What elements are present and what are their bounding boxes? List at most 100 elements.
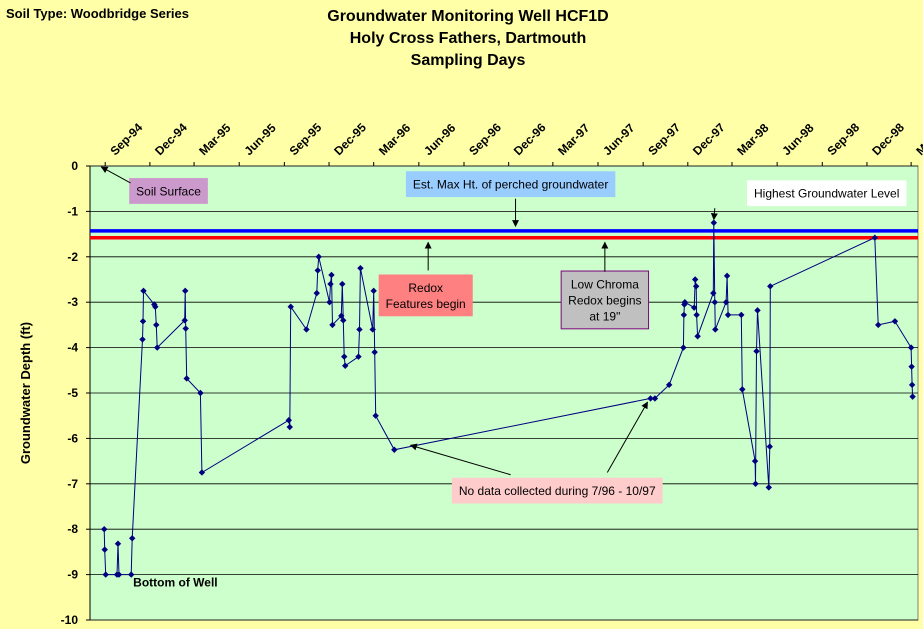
data-point-55 xyxy=(693,311,700,319)
annotation-no-data-arrow-2 xyxy=(606,401,648,473)
data-point-28 xyxy=(326,299,333,306)
data-point-69 xyxy=(754,307,761,314)
x-tick-label-5: Dec-95 xyxy=(331,120,369,158)
data-point-9 xyxy=(139,318,147,325)
data-point-12 xyxy=(152,303,159,310)
annotation-soil-surface-arrow xyxy=(100,166,131,184)
data-point-34 xyxy=(340,317,347,324)
data-point-76 xyxy=(907,344,915,351)
annotation-highest-gw-arrow xyxy=(710,208,718,221)
data-point-41 xyxy=(370,287,377,295)
data-point-14 xyxy=(154,344,161,351)
annotation-highest-gw-box xyxy=(746,180,907,207)
data-point-45 xyxy=(647,395,654,402)
data-point-46 xyxy=(651,395,659,402)
x-tick-label-10: Mar-97 xyxy=(555,121,592,158)
data-point-24 xyxy=(303,326,310,333)
data-point-64 xyxy=(738,311,745,319)
data-point-10 xyxy=(140,287,147,295)
annotation-low-chroma-box xyxy=(560,270,650,330)
data-point-26 xyxy=(314,267,321,274)
data-point-2 xyxy=(102,571,109,578)
data-point-39 xyxy=(357,264,364,272)
annotation-no-data-box xyxy=(451,477,663,504)
annotation-bottom-of-well: Bottom of Well xyxy=(133,575,217,589)
data-point-62 xyxy=(723,272,731,280)
data-point-51 xyxy=(681,299,689,306)
soil-type-label: Soil Type: Woodbridge Series xyxy=(6,6,189,21)
data-point-6 xyxy=(128,571,135,578)
data-point-75 xyxy=(891,318,899,325)
x-tick-label-16: Sep-98 xyxy=(825,120,863,158)
data-point-22 xyxy=(286,423,293,431)
data-point-15 xyxy=(181,317,188,324)
annotation-redox-begin-box xyxy=(378,274,473,317)
data-point-20 xyxy=(198,469,206,476)
data-point-68 xyxy=(753,348,760,355)
chart-title-line-1: Groundwater Monitoring Well HCF1D xyxy=(327,8,609,25)
annotation-low-chroma-text-2: at 19" xyxy=(589,309,620,323)
data-point-30 xyxy=(328,271,335,279)
y-tick-label-0: 0 xyxy=(71,159,78,173)
annotation-low-chroma-text-1: Redox begins xyxy=(568,293,641,307)
annotation-redox-begin: Redox Features begin xyxy=(378,274,473,317)
data-point-18 xyxy=(183,375,190,382)
y-tick-label-4: -4 xyxy=(67,341,78,355)
y-tick-label-9: -9 xyxy=(67,568,78,582)
data-point-21 xyxy=(285,417,292,424)
x-tick-label-17: Dec-98 xyxy=(869,120,907,158)
x-tick-label-13: Dec-97 xyxy=(690,120,728,158)
data-point-35 xyxy=(341,353,348,360)
x-tick-label-6: Mar-96 xyxy=(376,121,413,158)
data-point-43 xyxy=(372,412,379,419)
x-tick-label-8: Sep-96 xyxy=(466,120,504,158)
data-point-4 xyxy=(114,540,122,547)
annotation-soil-surface-text-0: Soil Surface xyxy=(136,184,201,198)
data-point-29 xyxy=(327,280,334,288)
annotation-soil-surface: Soil Surface xyxy=(129,178,208,204)
annotation-highest-gw-text-0: Highest Groundwater Level xyxy=(754,187,899,201)
y-tick-label-6: -6 xyxy=(67,431,78,445)
annotation-redox-begin-text-0: Redox xyxy=(408,281,443,295)
x-tick-label-2: Mar-95 xyxy=(196,121,233,158)
data-point-67 xyxy=(752,480,759,487)
annotation-est-max-ht-text-0: Est. Max Ht. of perched groundwater xyxy=(413,178,608,192)
annotation-no-data-arrow xyxy=(409,443,511,476)
data-point-66 xyxy=(751,457,759,465)
data-point-72 xyxy=(767,283,774,290)
x-tick-label-1: Dec-94 xyxy=(152,120,190,158)
y-tick-label-10: -10 xyxy=(61,613,79,627)
data-point-13 xyxy=(153,321,160,329)
x-tick-label-15: Jun-98 xyxy=(779,121,816,158)
data-point-74 xyxy=(875,321,882,329)
data-point-33 xyxy=(339,280,346,288)
data-point-70 xyxy=(765,484,772,491)
annotation-soil-surface-box xyxy=(129,178,208,204)
data-point-7 xyxy=(129,535,136,542)
chart-title-line-3: Sampling Days xyxy=(410,52,526,69)
annotation-highest-gw: Highest Groundwater Level xyxy=(746,180,907,207)
data-point-11 xyxy=(151,301,158,308)
data-point-77 xyxy=(908,363,915,370)
data-point-52 xyxy=(690,304,698,311)
data-point-53 xyxy=(691,276,699,283)
data-point-1 xyxy=(101,546,108,553)
data-point-56 xyxy=(694,333,701,340)
data-point-47 xyxy=(665,381,673,389)
data-point-65 xyxy=(739,386,746,393)
data-point-19 xyxy=(197,389,204,397)
annotation-bottom-of-well-text-0: Bottom of Well xyxy=(133,575,217,589)
data-point-59 xyxy=(711,299,719,306)
data-point-79 xyxy=(909,393,916,400)
data-point-27 xyxy=(315,253,322,260)
data-point-49 xyxy=(680,311,688,319)
y-tick-label-3: -3 xyxy=(67,295,78,309)
data-point-71 xyxy=(766,443,773,450)
data-point-37 xyxy=(355,353,362,360)
data-point-31 xyxy=(329,321,336,329)
annotation-est-max-ht-box xyxy=(405,171,616,198)
y-tick-label-7: -7 xyxy=(67,477,78,491)
y-tick-label-8: -8 xyxy=(67,522,78,536)
chart-title-line-2: Holy Cross Fathers, Dartmouth xyxy=(349,30,587,47)
